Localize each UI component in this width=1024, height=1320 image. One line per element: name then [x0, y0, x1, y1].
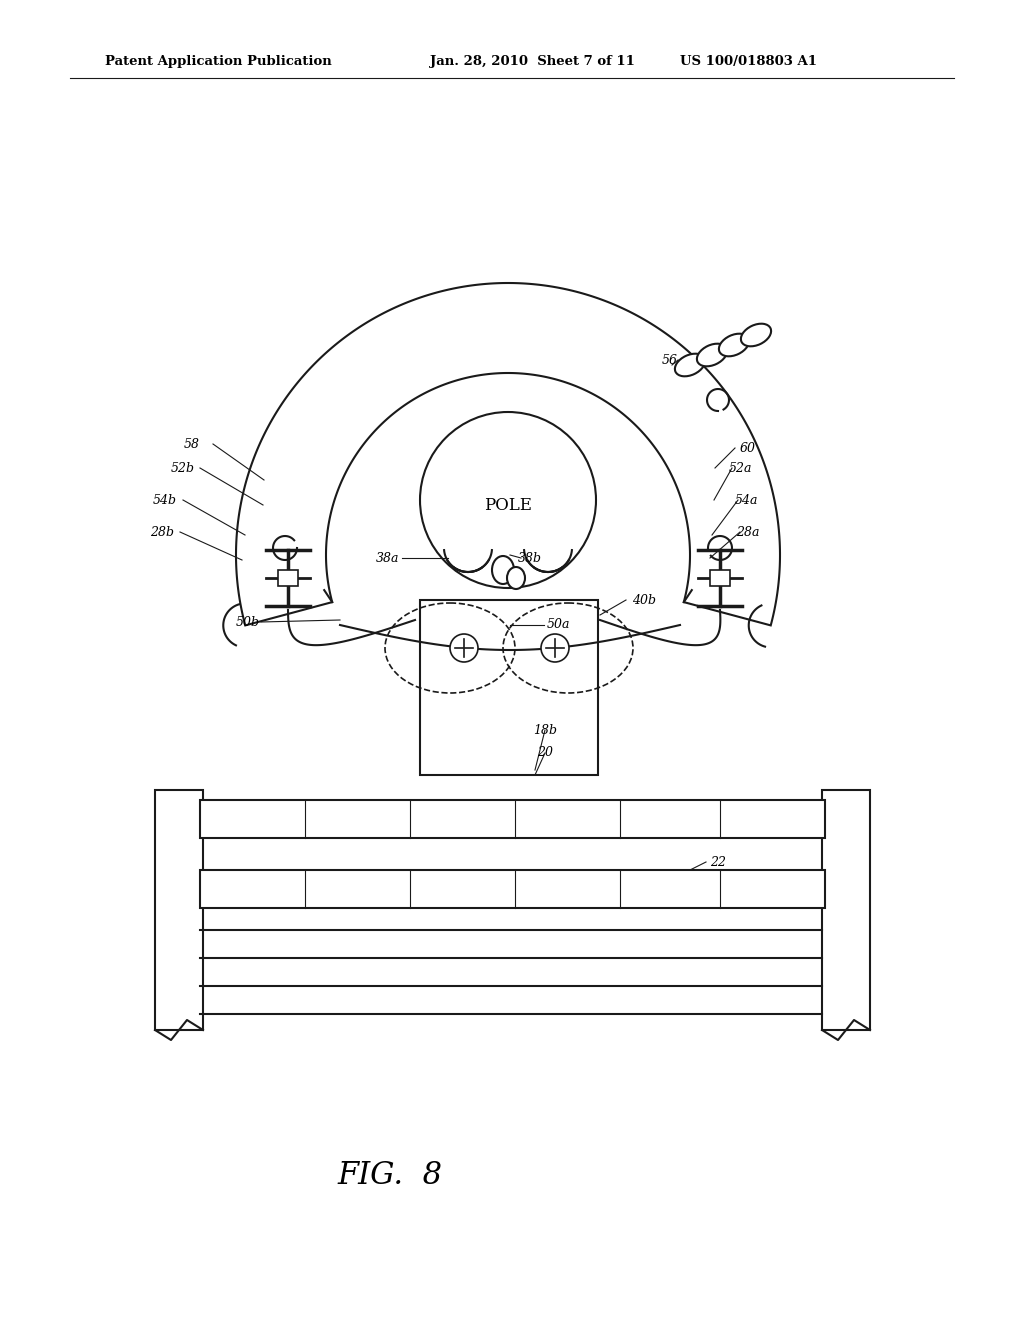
Ellipse shape [492, 556, 514, 583]
Ellipse shape [719, 334, 750, 356]
Text: 50b: 50b [236, 615, 260, 628]
Bar [200, 870, 825, 908]
Text: 50a: 50a [546, 619, 569, 631]
Text: 40b: 40b [632, 594, 656, 606]
Text: FIG.  8: FIG. 8 [338, 1159, 442, 1191]
Text: 52a: 52a [728, 462, 752, 474]
Text: 52b: 52b [171, 462, 195, 474]
Ellipse shape [741, 323, 771, 346]
Bar [710, 570, 730, 586]
Text: 22: 22 [710, 855, 726, 869]
Text: 60: 60 [740, 441, 756, 454]
Ellipse shape [697, 343, 727, 367]
Text: Patent Application Publication: Patent Application Publication [105, 55, 332, 69]
Text: 54b: 54b [153, 494, 177, 507]
Text: US 100/018803 A1: US 100/018803 A1 [680, 55, 817, 69]
Text: 56: 56 [662, 354, 678, 367]
Bar [420, 601, 598, 775]
Bar [278, 570, 298, 586]
Bar [822, 789, 870, 1030]
Text: 38a: 38a [376, 552, 399, 565]
Circle shape [450, 634, 478, 663]
Polygon shape [236, 282, 780, 626]
Ellipse shape [507, 568, 525, 589]
Text: 28b: 28b [150, 525, 174, 539]
Ellipse shape [675, 354, 706, 376]
Text: 28a: 28a [736, 525, 760, 539]
Text: Jan. 28, 2010  Sheet 7 of 11: Jan. 28, 2010 Sheet 7 of 11 [430, 55, 635, 69]
Bar [200, 800, 825, 838]
Text: 20: 20 [537, 747, 553, 759]
Text: POLE: POLE [484, 496, 532, 513]
Text: 58: 58 [184, 437, 200, 450]
Text: 38b: 38b [518, 552, 542, 565]
Bar [155, 789, 203, 1030]
Circle shape [541, 634, 569, 663]
Circle shape [420, 412, 596, 587]
Text: 54a: 54a [734, 494, 758, 507]
Text: 18b: 18b [534, 723, 557, 737]
